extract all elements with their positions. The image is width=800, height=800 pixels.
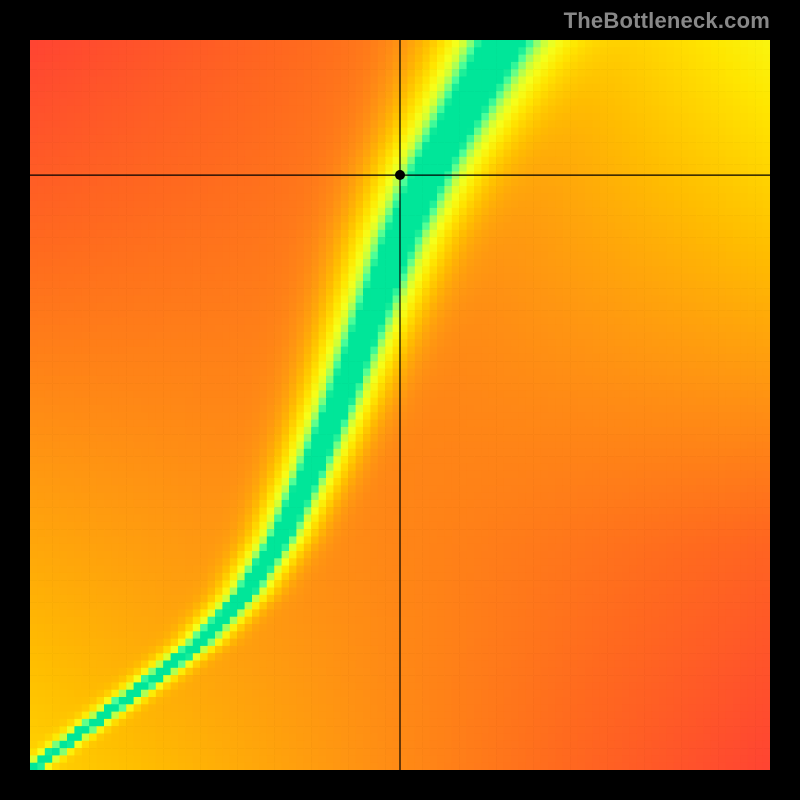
heatmap-plot-area [30,40,770,770]
watermark-text: TheBottleneck.com [564,8,770,34]
heatmap-canvas [30,40,770,770]
